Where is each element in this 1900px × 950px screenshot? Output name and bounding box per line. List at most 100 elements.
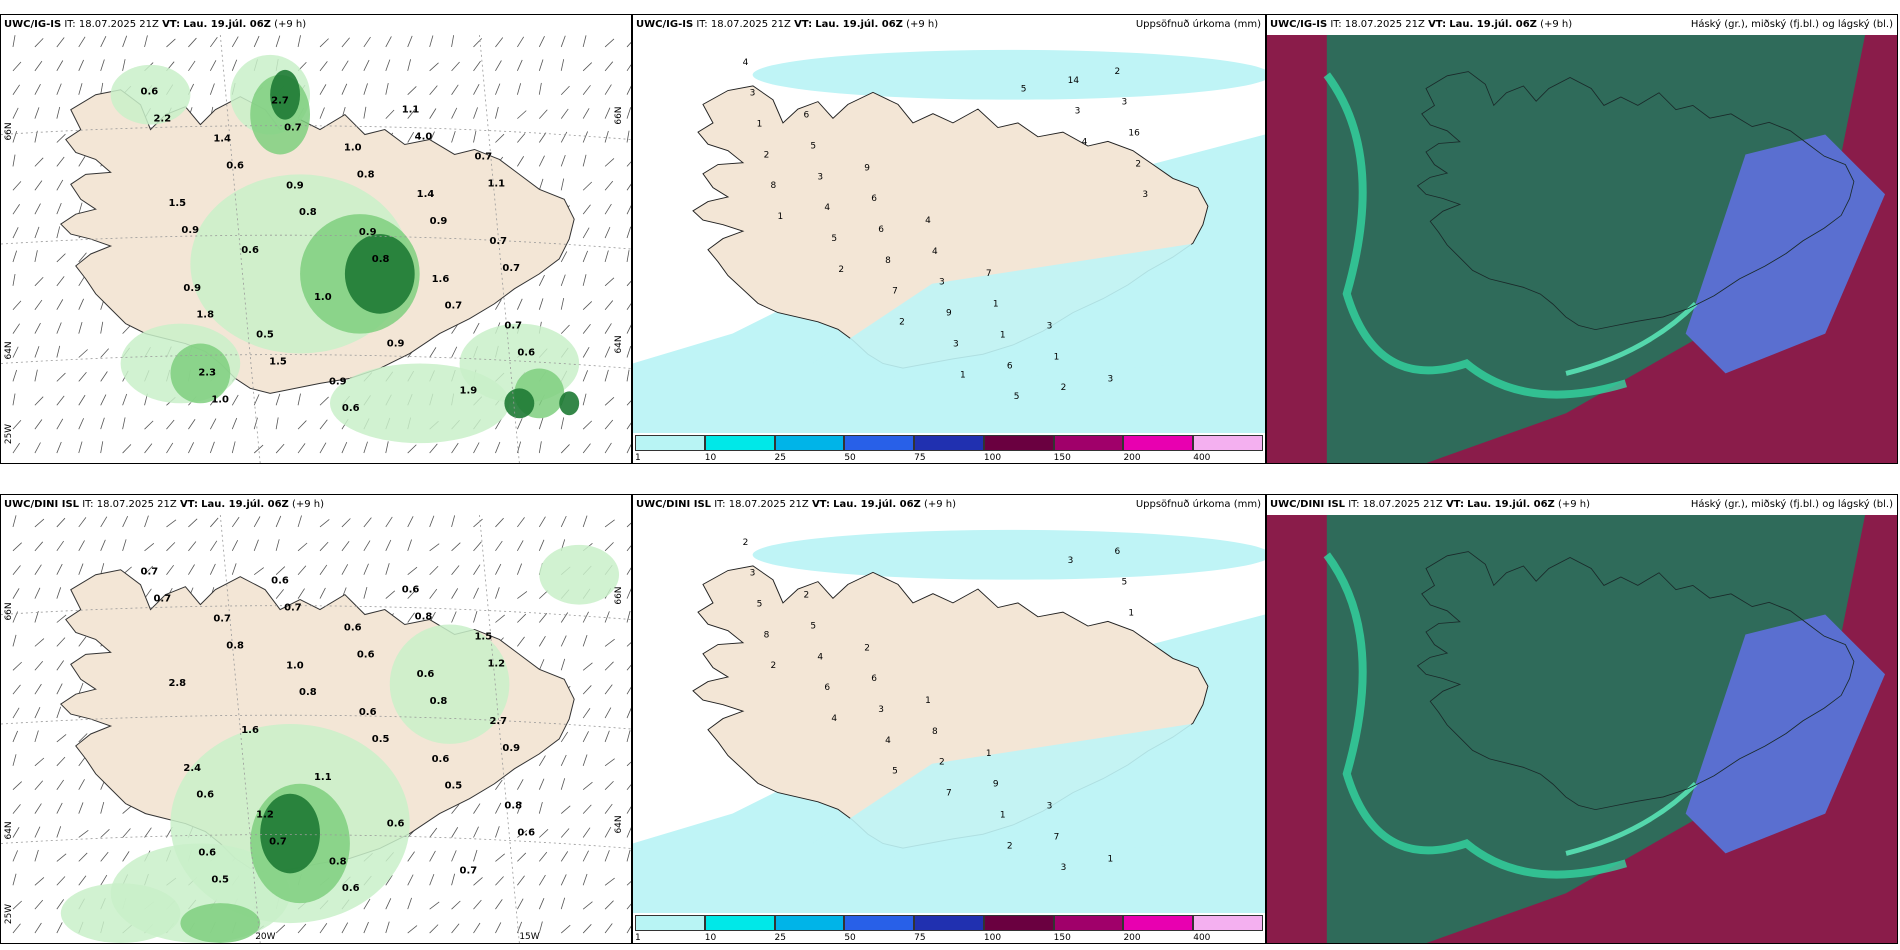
accum-value-label: 3 [750, 89, 756, 99]
precip-value-label: 1.0 [314, 292, 332, 303]
precip-value-label: 0.9 [286, 180, 304, 191]
legend-label: 50 [844, 933, 856, 943]
accum-value-label: 7 [1054, 832, 1060, 842]
precip-value-label: 0.7 [460, 865, 478, 876]
cloud-band [1565, 301, 1698, 376]
precip-value-label: 0.8 [357, 169, 375, 180]
accum-value-label: 16 [1128, 129, 1140, 139]
axis-label: 66N [4, 602, 14, 620]
panel-right-title: Háský (gr.), miðský (fj.bl.) og lágský (… [1690, 499, 1893, 510]
accum-value-label: 5 [831, 234, 837, 244]
axis-label: 64N [614, 815, 624, 833]
legend-swatch [914, 435, 984, 451]
accum-value-label: 3 [1068, 556, 1074, 566]
precip-value-label: 1.0 [286, 660, 304, 671]
accum-value-label: 1 [1000, 330, 1006, 340]
precip-value-label: 0.7 [445, 301, 463, 312]
panel-igis-precip: UWC/IG-IS IT: 18.07.2025 21Z VT: Lau. 19… [0, 14, 632, 464]
panel-dini-precip: UWC/DINI ISL IT: 18.07.2025 21Z VT: Lau.… [0, 494, 632, 944]
axis-label: 66N [614, 587, 624, 605]
legend-swatch [844, 915, 915, 931]
axis-labels: 66N 64N 25W 66N 64N 20W 15W [4, 587, 624, 943]
accum-value-label: 6 [824, 683, 830, 693]
panel-right-title: Uppsöfnuð úrkoma (mm) [1135, 19, 1261, 30]
legend-swatch [844, 435, 915, 451]
legend-label: 25 [774, 933, 786, 943]
precip-value-label: 1.6 [241, 725, 259, 736]
cloud-cover-map [1267, 35, 1897, 463]
accum-value-label: 5 [1021, 85, 1027, 95]
accum-value-label: 2 [1007, 841, 1013, 851]
precip-value-label: 0.6 [342, 403, 360, 414]
legend-swatch [774, 435, 845, 451]
precip-value-label: 0.9 [359, 227, 377, 238]
accum-value-label: 7 [892, 287, 898, 297]
legend-swatch [1193, 915, 1263, 931]
lat-lon-grid [1, 35, 631, 463]
precip-value-label: 0.6 [357, 649, 375, 660]
precip-wind-map: 0.6 1.4 0.9 0.9 1.6 0.7 2.3 2.7 1.0 1.4 0.7 0.9 0.5 0… [1, 35, 631, 463]
accum-value-label: 5 [892, 767, 898, 777]
accum-value-label: 3 [1107, 374, 1113, 384]
legend-swatch [1053, 435, 1124, 451]
precip-value-labels: 0.7 0.7 1.0 0.6 0.6 0.8 0.6 0.6 0.6 0.6 2.7 2.4 1.2 0… [141, 567, 536, 895]
accum-area [752, 529, 1265, 580]
accum-value-label: 5 [1121, 578, 1127, 588]
panel-header: UWC/DINI ISL IT: 18.07.2025 21Z VT: Lau.… [633, 495, 1265, 515]
legend-label: 400 [1193, 933, 1211, 943]
panel-header: UWC/IG-IS IT: 18.07.2025 21Z VT: Lau. 19… [633, 15, 1265, 35]
cloud-band [1323, 552, 1628, 879]
accum-value-label: 2 [864, 643, 870, 653]
legend-label: 75 [914, 933, 926, 943]
precip-wind-map: 0.7 0.7 1.0 0.6 0.6 0.8 0.6 0.6 0.6 0.6 2.7 2.4 1.2 0… [1, 515, 631, 943]
accum-value-label: 4 [831, 714, 837, 724]
precip-area [329, 363, 510, 444]
accum-value-label: 1 [1107, 854, 1113, 864]
legend-swatch [1123, 435, 1194, 451]
precip-value-label: 0.7 [284, 603, 302, 614]
precip-value-label: 0.9 [181, 225, 199, 236]
high-cloud-area [1326, 515, 1866, 943]
accum-value-label: 2 [803, 591, 809, 601]
accum-value-labels: 2 2 2 1 1 3 1 3 5 6 8 9 7 6 5 4 3 2 1 3 5 8 6 4 7 2 3 1 2 4 5 [743, 538, 1134, 873]
legend-label: 400 [1193, 453, 1211, 463]
accum-value-label: 5 [810, 141, 816, 151]
precip-value-label: 0.7 [489, 236, 507, 247]
accum-value-label: 4 [824, 203, 830, 213]
iceland-outline [1416, 551, 1855, 811]
precip-value-label: 2.4 [183, 763, 201, 774]
legend-label: 10 [704, 453, 717, 463]
precip-value-label: 0.7 [474, 151, 492, 162]
legend-swatch [704, 915, 775, 931]
accum-value-label: 2 [743, 538, 749, 548]
precip-area [389, 624, 510, 744]
accum-value-label: 3 [1142, 190, 1148, 200]
legend-swatch [704, 435, 775, 451]
legend-swatch [983, 435, 1054, 451]
accum-value-label: 6 [871, 194, 877, 204]
precip-value-label: 1.5 [168, 198, 186, 209]
precip-value-label: 0.7 [284, 123, 302, 134]
precip-value-label: 0.8 [504, 801, 522, 812]
precip-area [110, 64, 191, 125]
accum-value-label: 3 [939, 278, 945, 288]
accum-value-label: 6 [803, 111, 809, 121]
accum-value-label: 8 [771, 181, 777, 191]
accum-value-label: 2 [838, 265, 844, 275]
legend-label: 150 [1053, 453, 1071, 463]
panel-header: UWC/IG-IS IT: 18.07.2025 21Z VT: Lau. 19… [4, 19, 307, 30]
accum-value-label: 8 [764, 630, 770, 640]
precip-value-label: 0.7 [141, 567, 159, 578]
panel-header: UWC/IG-IS IT: 18.07.2025 21Z VT: Lau. 19… [1267, 15, 1897, 35]
accum-value-label: 2 [899, 318, 905, 328]
legend-label: 10 [704, 933, 717, 943]
accum-value-label: 5 [810, 621, 816, 631]
accum-value-label: 6 [878, 225, 884, 235]
axis-label: 66N [4, 122, 14, 140]
panel-dini-cloud: UWC/DINI ISL IT: 18.07.2025 21Z VT: Lau.… [1266, 494, 1898, 944]
iceland-outline [1416, 71, 1855, 331]
legend-swatch [1053, 915, 1124, 931]
accum-value-label: 1 [993, 300, 999, 310]
precip-area [504, 388, 535, 419]
accum-value-label: 4 [817, 652, 823, 662]
